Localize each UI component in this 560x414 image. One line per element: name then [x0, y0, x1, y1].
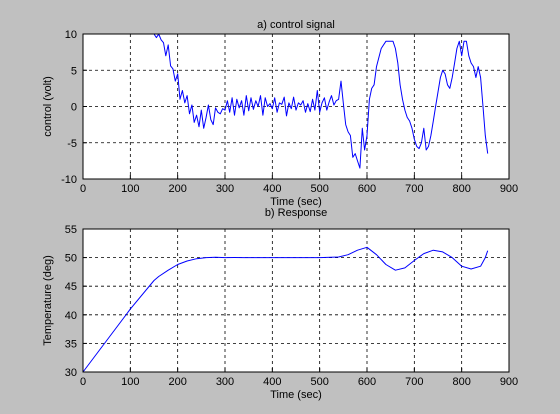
y-tick-label: 30 [65, 367, 77, 379]
x-tick-label: 700 [405, 376, 423, 388]
x-tick-label: 600 [358, 183, 376, 195]
x-tick-label: 700 [405, 183, 423, 195]
grid [83, 34, 509, 179]
subplot-response: 0 100 200 300 400 500 600 700 800 900 30 35 40 45 50 55… [42, 207, 518, 401]
x-tick-label: 100 [121, 183, 139, 195]
x-tick-label: 0 [80, 183, 86, 195]
x-tick-label: 200 [168, 376, 186, 388]
axes-frame [82, 228, 510, 373]
x-tick-label: 0 [80, 376, 86, 388]
x-tick-label: 500 [310, 183, 328, 195]
axes-background [83, 229, 509, 372]
y-axis-label: Temperature (deg) [42, 255, 54, 346]
ticks: 0 100 200 300 400 500 600 700 800 900 -10 -5 0 5 10 [61, 29, 518, 195]
series [82, 246, 489, 373]
x-tick-label: 800 [452, 183, 470, 195]
series [83, 33, 489, 169]
series-line [83, 33, 489, 169]
y-tick-label: 55 [65, 224, 77, 236]
x-tick-label: 600 [358, 376, 376, 388]
axes-frame [82, 33, 510, 180]
y-tick-label: 10 [65, 29, 77, 41]
y-tick-label: 50 [65, 253, 77, 265]
x-tick-label: 500 [310, 376, 328, 388]
x-axis-label: Time (sec) [270, 389, 322, 401]
x-tick-label: 100 [121, 376, 139, 388]
y-tick-label: 5 [71, 65, 77, 77]
subplot-control-signal: 0 100 200 300 400 500 600 700 800 900 -10 -5 0 5 10 a)… [42, 19, 518, 208]
y-tick-label: 40 [65, 310, 77, 322]
y-tick-label: -10 [61, 174, 77, 186]
x-axis-label: Time (sec) [270, 196, 322, 208]
series-line [82, 246, 489, 373]
y-tick-label: 0 [71, 102, 77, 114]
x-tick-label: 300 [216, 183, 234, 195]
chart-title: b) Response [265, 207, 327, 219]
y-axis-label: control (volt) [42, 76, 54, 137]
x-tick-label: 900 [500, 376, 518, 388]
chart-title: a) control signal [257, 19, 335, 31]
x-tick-label: 200 [168, 183, 186, 195]
x-tick-label: 400 [263, 376, 281, 388]
y-tick-label: 45 [65, 281, 77, 293]
x-tick-label: 800 [452, 376, 470, 388]
x-tick-label: 900 [500, 183, 518, 195]
x-tick-label: 400 [263, 183, 281, 195]
y-tick-label: -5 [67, 138, 77, 150]
ticks: 0 100 200 300 400 500 600 700 800 900 30 35 40 45 50 55 [65, 224, 518, 388]
y-tick-label: 35 [65, 338, 77, 350]
x-tick-label: 300 [216, 376, 234, 388]
